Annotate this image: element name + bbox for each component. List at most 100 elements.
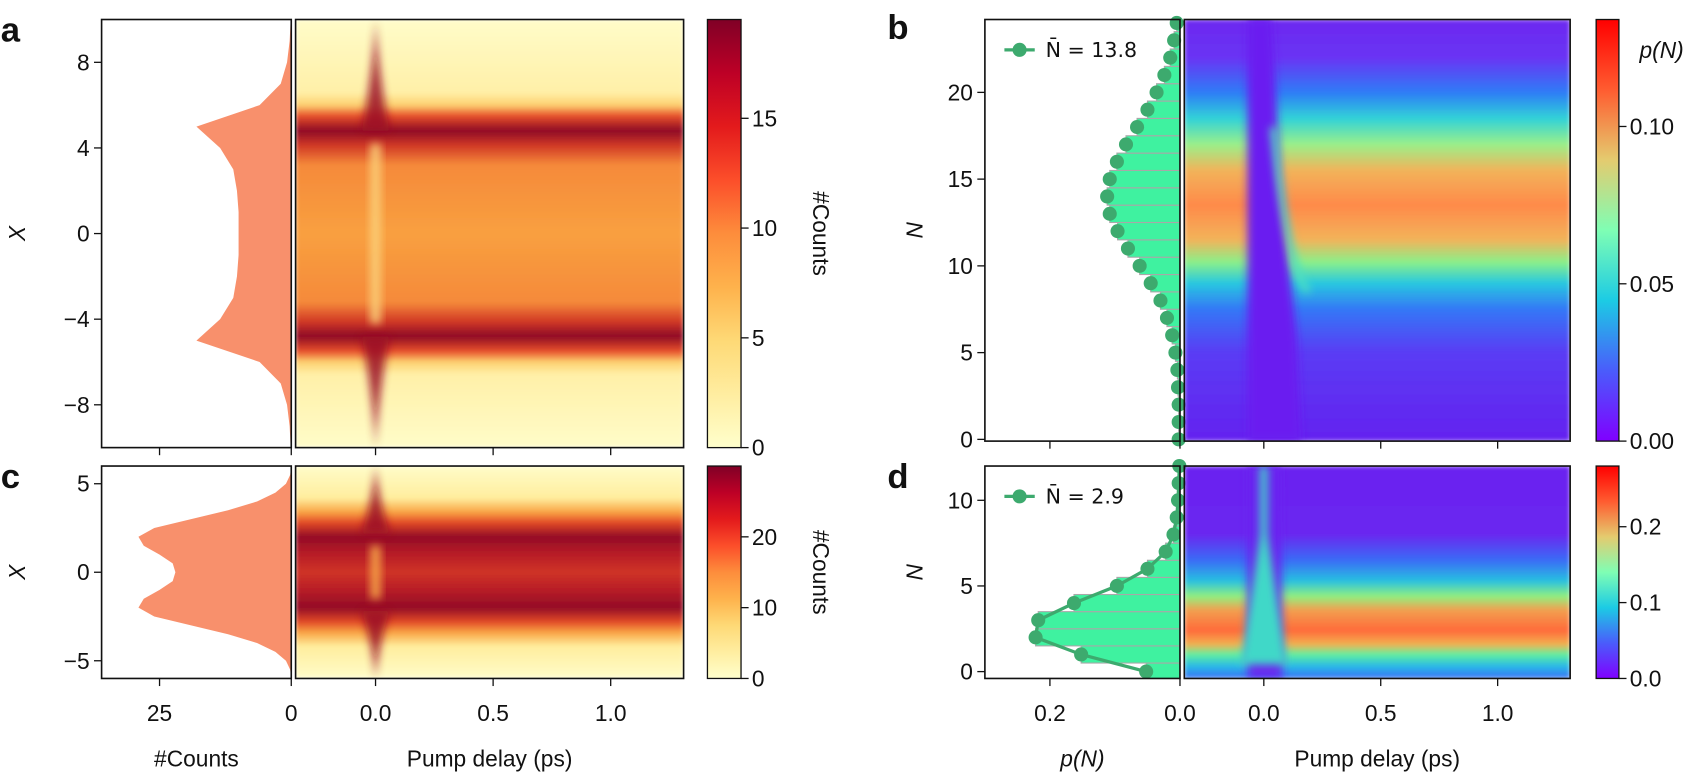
- y-tick-label: 5: [960, 340, 973, 366]
- x-tick-label: 0: [285, 700, 298, 726]
- x-tick-label: 0.2: [1034, 700, 1066, 726]
- colorbar-label: p(N): [1639, 37, 1684, 63]
- x-tick-label: 0.5: [1365, 700, 1397, 726]
- y-tick-label: −4: [64, 306, 90, 332]
- colorbar-tick-label: 0.05: [1630, 271, 1674, 297]
- pump-streak: [370, 545, 381, 599]
- probability-dot: [1118, 137, 1134, 152]
- y-axis-label: N: [901, 563, 927, 580]
- heatmap-background: [295, 19, 684, 448]
- legend-label: N̄ = 2.9: [1046, 484, 1124, 509]
- panel-letter: b: [887, 9, 908, 47]
- x-tick-label: 0.5: [477, 700, 509, 726]
- y-tick-label: 5: [960, 573, 973, 599]
- probability-dot: [1143, 276, 1158, 291]
- legend-marker: [1012, 489, 1027, 504]
- probability-dot: [1140, 561, 1155, 576]
- colorbar-label: #Counts: [808, 191, 834, 276]
- colorbar-tick-label: 20: [752, 524, 777, 550]
- pump-lens: [361, 466, 390, 534]
- colorbar: [1595, 18, 1620, 442]
- plot-frame: [294, 465, 685, 680]
- x-tick-label: 1.0: [595, 700, 627, 726]
- y-tick-label: 0: [77, 221, 90, 247]
- probability-bar: [1127, 239, 1181, 258]
- pump-wedge: [1247, 19, 1302, 442]
- heatmap-background: [295, 466, 684, 679]
- probability-dot: [1166, 527, 1181, 542]
- colorbar-tick-label: 5: [752, 325, 765, 351]
- probability-dot: [1120, 241, 1135, 256]
- colorbar-label: #Counts: [808, 530, 834, 615]
- y-tick-label: 15: [948, 166, 973, 192]
- probability-dot: [1149, 85, 1164, 100]
- probability-dot: [1158, 544, 1173, 559]
- probability-dot: [1165, 328, 1180, 343]
- probability-dot: [1031, 613, 1046, 628]
- probability-bar: [1109, 204, 1181, 224]
- probability-dot: [1169, 510, 1184, 525]
- distribution: [1028, 458, 1187, 679]
- probability-dot: [1167, 33, 1182, 48]
- probability-dot: [1110, 224, 1125, 239]
- pump-streak: [370, 143, 381, 324]
- plot-frame: [1183, 465, 1571, 680]
- panel-letter: c: [1, 458, 20, 496]
- probability-dot: [1157, 67, 1172, 83]
- probability-dot: [1139, 664, 1154, 679]
- probability-dot: [1171, 476, 1186, 491]
- x-tick-label: 1.0: [1482, 700, 1514, 726]
- colorbar: [706, 465, 742, 680]
- probability-dot: [1168, 345, 1183, 360]
- x-axis-label: #Counts: [154, 746, 239, 772]
- x-axis-label: Pump delay (ps): [1294, 746, 1460, 772]
- x-tick-label: 0.0: [360, 700, 392, 726]
- colorbar-tick-label: 0.00: [1630, 428, 1674, 454]
- x-tick-label: 25: [147, 700, 172, 726]
- y-tick-label: 8: [77, 49, 90, 75]
- probability-dot: [1074, 647, 1089, 662]
- probability-bar: [1109, 169, 1181, 189]
- probability-bar: [1116, 152, 1181, 171]
- probability-dot: [1028, 630, 1043, 645]
- histogram-area: [138, 466, 292, 679]
- probability-dot: [1163, 50, 1178, 65]
- y-tick-label: 10: [948, 487, 973, 513]
- colorbar: [706, 18, 742, 449]
- pump-edge: [1269, 126, 1311, 294]
- y-tick-label: 20: [948, 79, 973, 105]
- y-tick-label: 10: [948, 253, 973, 279]
- colorbar-tick-label: 0: [752, 665, 765, 691]
- probability-dot: [1170, 493, 1186, 508]
- probability-dot: [1066, 596, 1082, 611]
- probability-dot: [1170, 362, 1185, 378]
- plot-frame: [984, 465, 1181, 680]
- heatmap-image: [1184, 19, 1571, 442]
- probability-bar: [1035, 628, 1181, 647]
- colorbar-tick-label: 10: [752, 215, 777, 241]
- legend-marker: [1012, 42, 1027, 57]
- probability-dot: [1153, 293, 1168, 308]
- probability-dot: [1132, 258, 1147, 273]
- probability-dot: [1102, 206, 1117, 221]
- colorbar-tick-label: 0.10: [1630, 113, 1674, 139]
- probability-bar: [1125, 135, 1181, 154]
- x-axis-label: p(N): [1059, 746, 1104, 772]
- heatmap-image: [1184, 466, 1571, 679]
- y-tick-label: 0: [77, 559, 90, 585]
- colorbar: [1595, 465, 1620, 680]
- x-axis-label: Pump delay (ps): [407, 746, 573, 772]
- y-tick-label: 5: [77, 471, 90, 497]
- probability-bar: [1117, 221, 1181, 241]
- panel-letter: d: [887, 458, 908, 496]
- legend-label: N̄ = 13.8: [1046, 37, 1138, 62]
- probability-bar: [1037, 611, 1181, 630]
- probability-dot: [1170, 380, 1186, 395]
- plot-frame: [984, 18, 1181, 442]
- heatmap-background: [1184, 466, 1571, 679]
- pump-lens: [361, 19, 390, 131]
- y-tick-label: 0: [960, 426, 973, 452]
- heatmap-background: [1184, 19, 1571, 442]
- probability-dot: [1169, 15, 1184, 31]
